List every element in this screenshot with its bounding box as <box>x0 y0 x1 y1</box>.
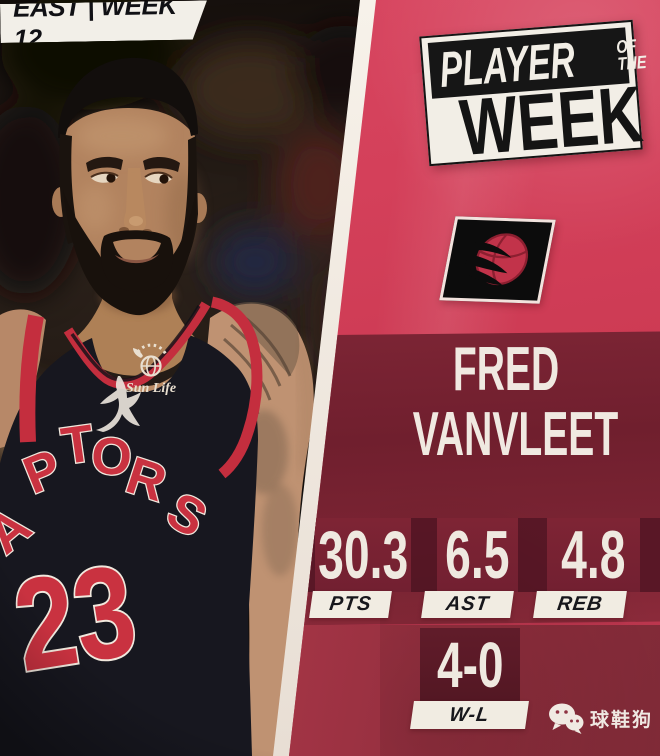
stat-cell-record: 4-0 <box>420 628 520 701</box>
watermark: 球鞋狗 <box>548 702 653 734</box>
stat-label-pts: PTS <box>309 591 392 618</box>
stat-cell-ast: 6.5 <box>437 518 518 592</box>
stat-value: 6.5 <box>445 517 510 593</box>
stat-cell-pts: 30.3 <box>315 518 411 592</box>
team-logo-box <box>439 216 556 304</box>
player-last-name: VANVLEET <box>412 400 619 469</box>
stat-cell-reb: 4.8 <box>547 518 640 592</box>
player-first-name: FRED <box>452 335 560 404</box>
stat-label-ast: AST <box>421 591 514 618</box>
record-value: 4-0 <box>436 628 504 701</box>
wechat-icon <box>549 703 584 734</box>
potw-week-text: WEEK <box>456 68 646 173</box>
east-week-badge: EAST | WEEK 12 <box>0 0 208 43</box>
raptors-logo-icon <box>464 233 528 286</box>
potw-of-the-text: OF THE <box>616 36 648 75</box>
watermark-text: 球鞋狗 <box>590 708 654 731</box>
stat-label-reb: REB <box>533 591 627 618</box>
player-of-the-week-card: PLAYER OF THE WEEK <box>419 19 647 173</box>
stat-value: 4.8 <box>561 517 626 593</box>
stat-value: 30.3 <box>318 517 409 593</box>
stat-label-record: W-L <box>410 701 529 729</box>
